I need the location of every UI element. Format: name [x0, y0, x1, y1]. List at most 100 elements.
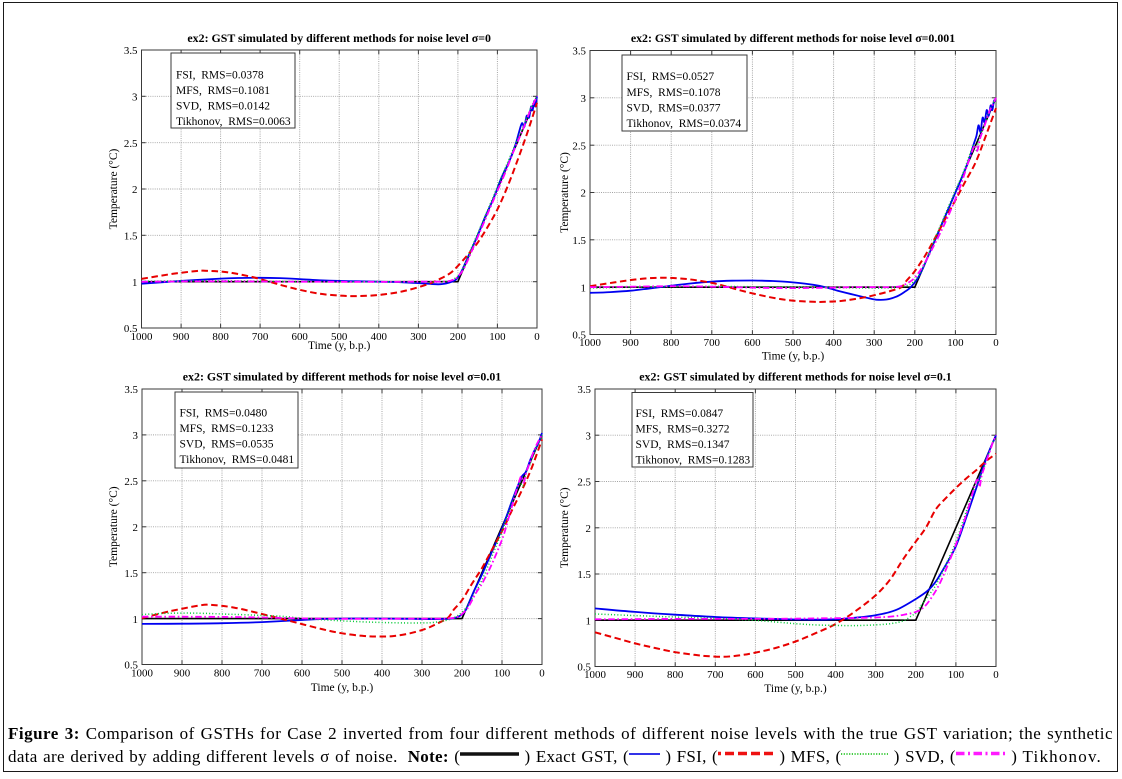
svg-text:800: 800 — [212, 331, 229, 343]
svg-text:600: 600 — [747, 669, 764, 681]
svg-text:200: 200 — [450, 331, 467, 343]
svg-text:SVD, RMS=0.0535: SVD, RMS=0.0535 — [180, 439, 274, 451]
svg-text:2: 2 — [586, 523, 591, 535]
svg-text:1000: 1000 — [579, 337, 601, 349]
svg-text:SVD, RMS=0.1347: SVD, RMS=0.1347 — [636, 439, 730, 451]
svg-text:MFS, RMS=0.1081: MFS, RMS=0.1081 — [176, 85, 270, 97]
svg-text:500: 500 — [787, 669, 804, 681]
svg-text:2: 2 — [132, 184, 137, 196]
svg-text:Temperature (°C): Temperature (°C) — [559, 152, 571, 233]
svg-text:700: 700 — [704, 337, 721, 349]
svg-text:0.5: 0.5 — [124, 323, 138, 335]
svg-text:500: 500 — [785, 337, 802, 349]
svg-text:100: 100 — [494, 668, 511, 680]
svg-text:200: 200 — [454, 668, 471, 680]
svg-text:MFS, RMS=0.1078: MFS, RMS=0.1078 — [627, 87, 721, 99]
svg-text:600: 600 — [744, 337, 761, 349]
svg-text:900: 900 — [173, 331, 190, 343]
svg-text:Temperature (°C): Temperature (°C) — [108, 486, 120, 567]
svg-text:1: 1 — [132, 277, 137, 289]
svg-text:1: 1 — [133, 614, 138, 626]
svg-text:400: 400 — [827, 669, 844, 681]
svg-text:Time (y, b.p.): Time (y, b.p.) — [311, 682, 374, 694]
svg-text:2: 2 — [133, 522, 138, 534]
svg-text:Tikhonov, RMS=0.0481: Tikhonov, RMS=0.0481 — [180, 454, 295, 466]
svg-text:900: 900 — [622, 337, 639, 349]
svg-text:1000: 1000 — [131, 668, 153, 680]
svg-text:200: 200 — [907, 337, 924, 349]
svg-text:2.5: 2.5 — [124, 476, 138, 488]
svg-text:FSI, RMS=0.0480: FSI, RMS=0.0480 — [180, 408, 268, 420]
svg-text:2.5: 2.5 — [572, 140, 586, 152]
svg-text:200: 200 — [908, 669, 925, 681]
svg-text:0: 0 — [534, 331, 540, 343]
svg-text:3: 3 — [133, 430, 139, 442]
svg-text:Time (y, b.p.): Time (y, b.p.) — [762, 351, 825, 363]
svg-text:0: 0 — [539, 668, 545, 680]
svg-text:800: 800 — [667, 669, 684, 681]
svg-text:500: 500 — [331, 331, 348, 343]
svg-text:3: 3 — [586, 430, 592, 442]
svg-text:ex2: GST simulated by differen: ex2: GST simulated by different methods … — [183, 370, 501, 384]
svg-text:900: 900 — [174, 668, 191, 680]
svg-text:300: 300 — [414, 668, 431, 680]
svg-text:Tikhonov, RMS=0.0374: Tikhonov, RMS=0.0374 — [627, 118, 742, 130]
svg-text:0: 0 — [993, 669, 999, 681]
svg-text:100: 100 — [489, 331, 506, 343]
svg-text:0.5: 0.5 — [577, 662, 591, 674]
svg-text:400: 400 — [374, 668, 391, 680]
svg-text:Temperature (°C): Temperature (°C) — [108, 148, 120, 229]
svg-text:3.5: 3.5 — [124, 45, 138, 57]
svg-text:0.5: 0.5 — [124, 660, 138, 672]
svg-text:ex2: GST simulated by differen: ex2: GST simulated by different methods … — [187, 31, 491, 45]
svg-text:600: 600 — [292, 331, 309, 343]
svg-text:800: 800 — [214, 668, 231, 680]
svg-text:ex2: GST simulated by differen: ex2: GST simulated by different methods … — [639, 370, 952, 384]
svg-text:3: 3 — [581, 93, 587, 105]
svg-text:FSI, RMS=0.0847: FSI, RMS=0.0847 — [636, 408, 724, 420]
svg-text:100: 100 — [948, 669, 965, 681]
svg-text:1: 1 — [581, 282, 586, 294]
svg-text:300: 300 — [866, 337, 883, 349]
svg-text:1000: 1000 — [584, 669, 606, 681]
svg-text:100: 100 — [947, 337, 964, 349]
svg-text:FSI, RMS=0.0527: FSI, RMS=0.0527 — [627, 71, 715, 83]
svg-text:700: 700 — [707, 669, 724, 681]
svg-text:1.5: 1.5 — [577, 569, 591, 581]
svg-text:Time (y, b.p.): Time (y, b.p.) — [764, 683, 827, 695]
svg-text:0: 0 — [993, 337, 999, 349]
svg-text:1: 1 — [586, 616, 591, 628]
svg-text:Temperature (°C): Temperature (°C) — [559, 487, 571, 568]
svg-text:MFS, RMS=0.3272: MFS, RMS=0.3272 — [636, 423, 730, 435]
svg-text:1.5: 1.5 — [572, 235, 586, 247]
svg-text:3: 3 — [132, 92, 138, 104]
svg-text:400: 400 — [371, 331, 388, 343]
svg-text:ex2: GST simulated by differen: ex2: GST simulated by different methods … — [631, 31, 955, 45]
svg-text:1.5: 1.5 — [124, 231, 138, 243]
svg-text:900: 900 — [627, 669, 644, 681]
svg-text:800: 800 — [663, 337, 680, 349]
svg-text:3.5: 3.5 — [577, 384, 591, 396]
svg-text:2.5: 2.5 — [577, 477, 591, 489]
svg-text:Tikhonov, RMS=0.0063: Tikhonov, RMS=0.0063 — [176, 116, 291, 128]
svg-text:300: 300 — [410, 331, 427, 343]
svg-text:Tikhonov, RMS=0.1283: Tikhonov, RMS=0.1283 — [636, 454, 751, 466]
svg-text:3.5: 3.5 — [124, 384, 138, 396]
svg-text:0.5: 0.5 — [572, 330, 586, 342]
svg-text:700: 700 — [254, 668, 271, 680]
svg-text:Time (y, b.p.): Time (y, b.p.) — [308, 340, 371, 352]
svg-text:500: 500 — [334, 668, 351, 680]
svg-text:2.5: 2.5 — [124, 138, 138, 150]
svg-text:600: 600 — [294, 668, 311, 680]
svg-text:FSI, RMS=0.0378: FSI, RMS=0.0378 — [176, 70, 264, 82]
svg-text:700: 700 — [252, 331, 269, 343]
svg-text:300: 300 — [868, 669, 885, 681]
svg-text:3.5: 3.5 — [572, 46, 586, 58]
svg-text:1.5: 1.5 — [124, 568, 138, 580]
svg-text:MFS, RMS=0.1233: MFS, RMS=0.1233 — [180, 423, 274, 435]
svg-text:SVD, RMS=0.0142: SVD, RMS=0.0142 — [176, 101, 270, 113]
svg-text:SVD, RMS=0.0377: SVD, RMS=0.0377 — [627, 102, 721, 114]
svg-text:2: 2 — [581, 188, 586, 200]
svg-text:400: 400 — [825, 337, 842, 349]
svg-text:1000: 1000 — [131, 331, 153, 343]
